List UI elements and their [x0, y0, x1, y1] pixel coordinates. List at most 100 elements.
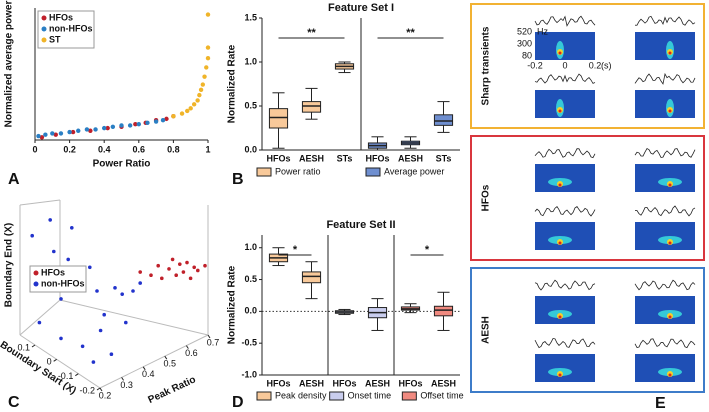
- point: [153, 119, 159, 124]
- x-tick-label: 0.8: [167, 144, 180, 154]
- y-tick-label: 1.0: [244, 242, 257, 252]
- point: [105, 125, 110, 131]
- point: [48, 218, 52, 222]
- box: [433, 305, 454, 317]
- x-tick: [121, 377, 125, 381]
- waveform: [534, 205, 596, 217]
- x-tick-label: 0.6: [133, 144, 146, 154]
- point: [52, 249, 56, 254]
- x-tick: [142, 366, 146, 371]
- point: [205, 55, 211, 61]
- box: [268, 108, 289, 129]
- waveform: [634, 205, 696, 217]
- point: [202, 74, 207, 79]
- z-tick: [53, 358, 57, 362]
- group-title: Sharp transients: [481, 26, 492, 105]
- point: [185, 260, 189, 265]
- time-tick-label: 0: [562, 60, 567, 70]
- point: [195, 98, 200, 103]
- group-frame: [470, 267, 705, 393]
- spectrogram: [535, 354, 595, 382]
- spectrogram: [535, 296, 595, 324]
- point: [138, 281, 142, 285]
- legend-swatch: [329, 391, 345, 401]
- freq-tick-label: 300: [517, 38, 532, 48]
- legend-marker: [33, 270, 39, 276]
- waveform: [534, 279, 596, 291]
- legend-swatch: [256, 167, 272, 177]
- spectrogram-blob: [558, 109, 562, 113]
- spectrogram-blob: [668, 241, 672, 245]
- x-tick-label: 0.3: [120, 380, 133, 390]
- spectrogram: [535, 222, 595, 250]
- x-tick: [207, 334, 211, 339]
- legend-marker: [41, 37, 47, 43]
- significance: *: [425, 244, 430, 256]
- time-unit: (s): [601, 60, 612, 70]
- z-tick: [96, 387, 101, 391]
- point: [120, 292, 124, 296]
- point: [133, 121, 138, 127]
- point: [84, 127, 90, 132]
- time-tick-label: -0.2: [527, 60, 543, 70]
- point: [181, 270, 186, 274]
- frame: [19, 334, 101, 389]
- legend-label: Power ratio: [275, 166, 321, 176]
- waveform: [634, 338, 696, 349]
- point: [76, 128, 81, 133]
- x-tick-label: HFOs: [266, 378, 290, 388]
- point: [178, 262, 182, 266]
- point: [171, 114, 176, 119]
- point: [67, 129, 72, 135]
- point: [205, 45, 211, 50]
- point: [188, 106, 193, 111]
- group-frame: [470, 3, 705, 129]
- x-tick-label: 1: [205, 144, 210, 154]
- group-title: HFOs: [481, 184, 492, 211]
- point: [191, 102, 197, 107]
- legend-box: [29, 265, 87, 293]
- legend-label: HFOs: [49, 12, 73, 22]
- point: [124, 320, 128, 325]
- spectrogram: [635, 354, 695, 382]
- panel-letter: A: [8, 171, 20, 188]
- x-tick-label: AESH: [299, 378, 324, 388]
- x-tick-label: 0.2: [63, 144, 76, 154]
- significance: **: [406, 27, 415, 39]
- legend-label: Offset time: [420, 390, 463, 400]
- point: [136, 121, 141, 127]
- point: [59, 336, 63, 341]
- legend-swatch: [256, 391, 272, 401]
- legend-label: non-HFOs: [41, 278, 85, 288]
- z-tick: [31, 344, 36, 348]
- spectrogram-blob: [668, 183, 672, 187]
- waveform: [634, 147, 696, 158]
- x-tick: [185, 345, 189, 349]
- point: [197, 92, 202, 98]
- x-tick-label: AESH: [365, 378, 390, 388]
- point: [109, 352, 114, 357]
- legend-label: non-HFOs: [49, 23, 93, 33]
- x-tick-label: AESH: [299, 153, 324, 163]
- legend-label: Average power: [384, 166, 444, 176]
- point: [200, 82, 206, 87]
- z-tick: [75, 373, 79, 377]
- x-tick-label: AESH: [431, 378, 456, 388]
- spectrogram-blob: [558, 315, 562, 319]
- frame: [19, 199, 61, 206]
- spectrogram: [635, 296, 695, 324]
- point: [30, 233, 34, 238]
- panel-letter: C: [8, 394, 20, 411]
- spectrogram-blob: [558, 241, 562, 245]
- x-tick: [99, 387, 103, 392]
- legend-marker: [41, 26, 47, 32]
- point: [110, 124, 116, 129]
- legend-label: HFOs: [41, 267, 65, 277]
- point: [50, 131, 55, 136]
- box: [301, 271, 322, 284]
- point: [43, 132, 48, 137]
- point: [59, 297, 63, 301]
- point: [70, 226, 74, 230]
- legend-marker: [41, 15, 47, 21]
